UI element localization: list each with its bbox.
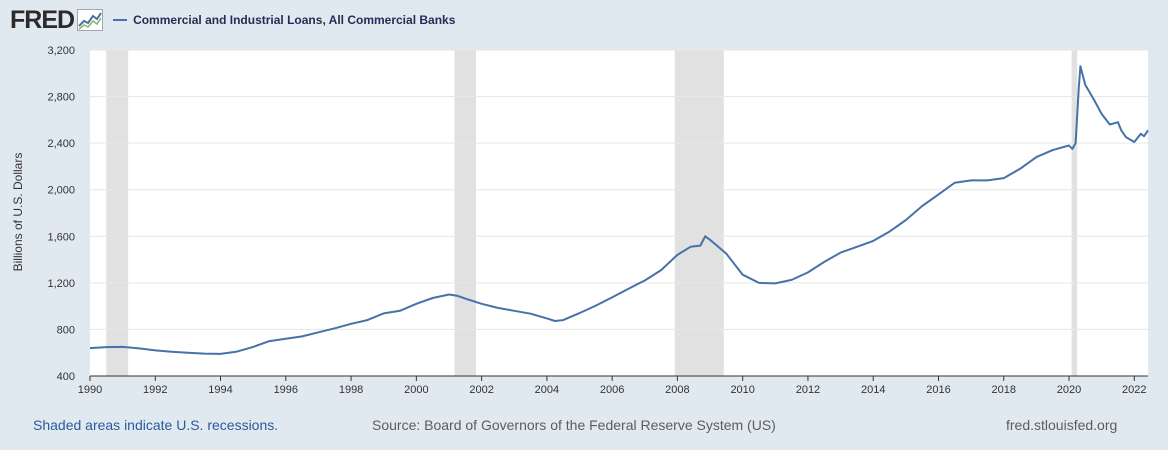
source-note: Source: Board of Governors of the Federa… <box>372 417 776 433</box>
legend-series-label[interactable]: Commercial and Industrial Loans, All Com… <box>133 13 456 27</box>
y-tick-label: 2,800 <box>47 92 75 104</box>
x-tick-label: 2006 <box>600 384 624 396</box>
y-tick-label: 800 <box>57 324 75 336</box>
y-axis-ticks: 400 800 1,200 1,600 2,000 2,400 2,800 3,200 <box>47 45 75 383</box>
x-tick-label: 2000 <box>404 384 428 396</box>
series-line[interactable] <box>89 65 1149 355</box>
recession-note-link[interactable]: Shaded areas indicate U.S. recessions. <box>33 417 279 433</box>
y-tick-label: 400 <box>57 371 75 383</box>
x-tick-label: 2014 <box>861 384 885 396</box>
recession-band <box>1071 50 1078 376</box>
x-tick-label: 2018 <box>992 384 1016 396</box>
x-tick-label: 1994 <box>208 384 232 396</box>
y-tick-label: 2,000 <box>47 185 75 197</box>
fred-trend-chart-icon <box>77 9 104 31</box>
x-axis-ticks: 1990 1992 1994 1996 1998 2000 2002 2004 2006 2008… <box>78 376 1147 396</box>
recession-band <box>674 50 724 376</box>
recession-band <box>454 50 477 376</box>
recession-band <box>106 50 129 376</box>
plot-area <box>90 50 1148 376</box>
y-axis-title: Billions of U.S. Dollars <box>11 153 25 272</box>
chart-legend: Commercial and Industrial Loans, All Com… <box>113 13 455 27</box>
x-tick-label: 1998 <box>339 384 363 396</box>
series-layer[interactable] <box>89 65 1149 355</box>
recession-shading <box>106 50 1078 376</box>
y-tick-label: 1,200 <box>47 278 75 290</box>
y-tick-label: 3,200 <box>47 45 75 57</box>
x-tick-label: 1990 <box>78 384 102 396</box>
x-tick-label: 2010 <box>730 384 754 396</box>
x-tick-label: 1992 <box>143 384 167 396</box>
x-tick-label: 2020 <box>1057 384 1081 396</box>
y-tick-label: 2,400 <box>47 138 75 150</box>
fred-logo[interactable]: FRED <box>10 6 75 34</box>
x-tick-label: 2008 <box>665 384 689 396</box>
plot-background <box>90 50 1148 376</box>
x-tick-label: 2016 <box>926 384 950 396</box>
legend-swatch <box>113 19 128 21</box>
chart-header: FRED Commercial and Industrial Loans, Al… <box>10 6 455 34</box>
y-tick-label: 1,600 <box>47 231 75 243</box>
x-tick-label: 1996 <box>274 384 298 396</box>
x-tick-label: 2004 <box>535 384 559 396</box>
y-gridlines <box>90 49 1148 330</box>
x-tick-label: 2022 <box>1122 384 1146 396</box>
x-tick-label: 2012 <box>796 384 820 396</box>
x-tick-label: 2002 <box>469 384 493 396</box>
site-link[interactable]: fred.stlouisfed.org <box>1006 417 1118 433</box>
